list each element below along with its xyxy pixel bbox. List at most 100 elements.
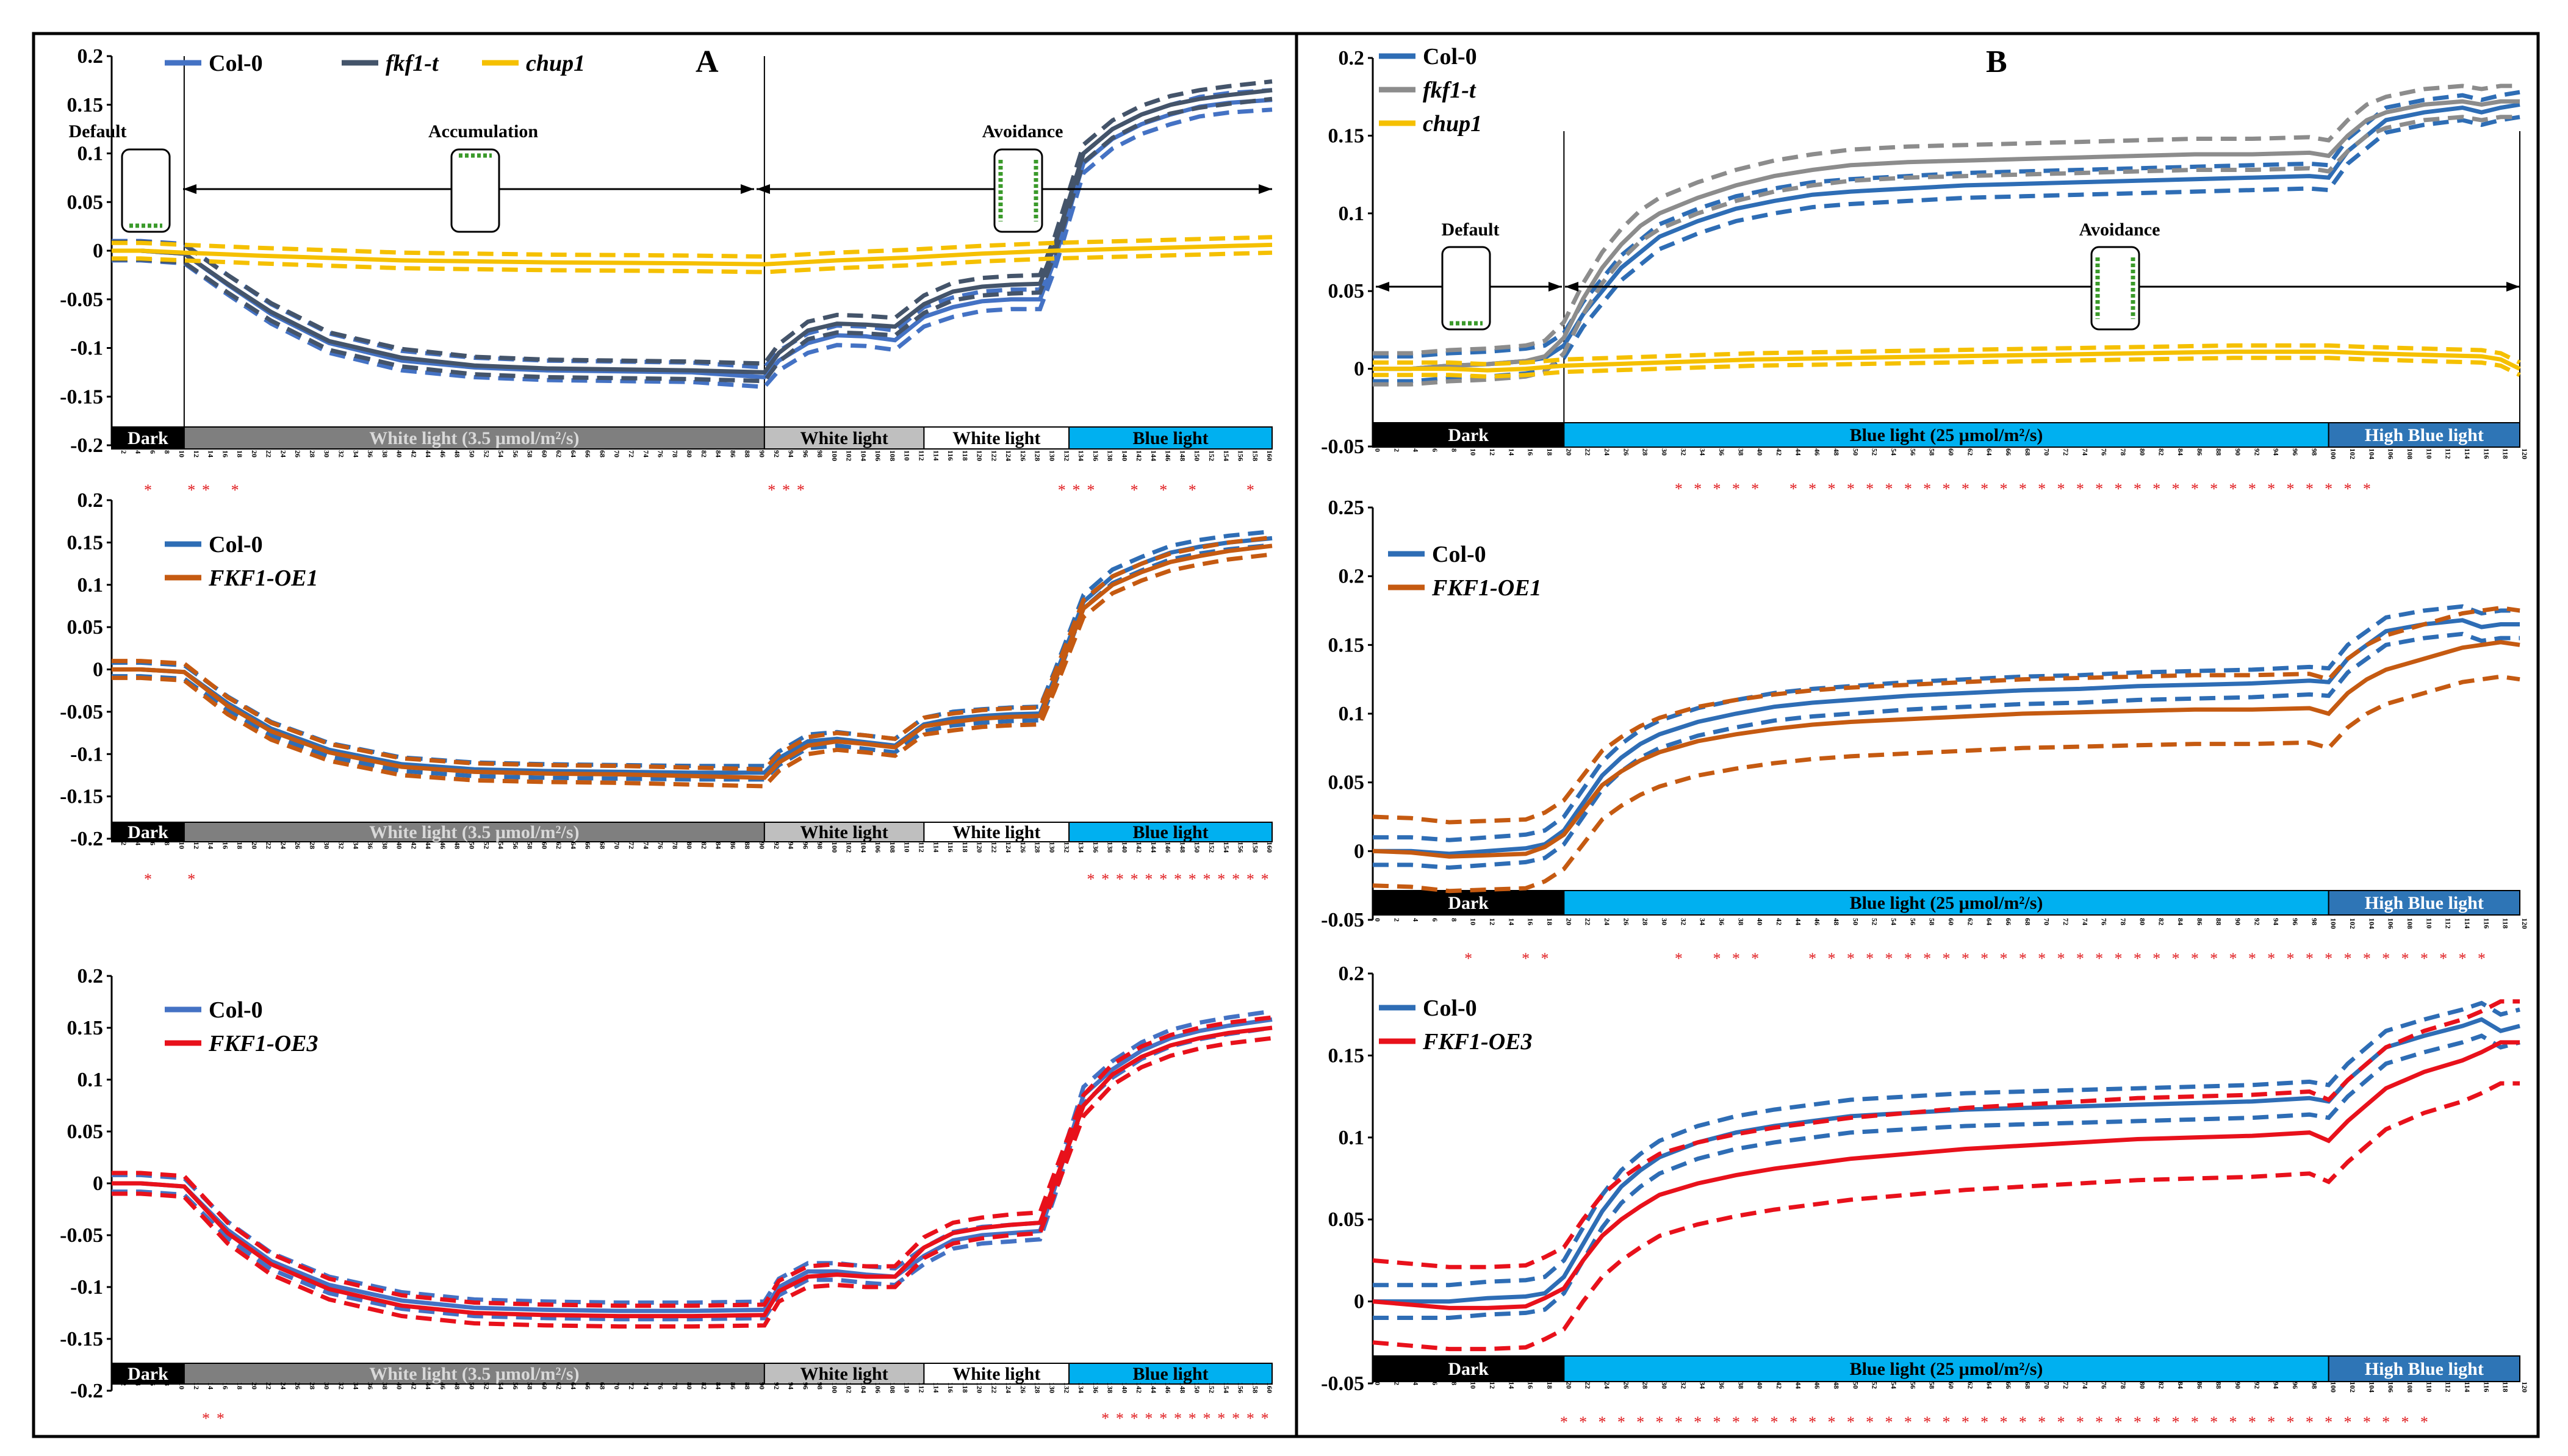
x-tick-label: 52 [1871, 1382, 1879, 1389]
significance-star: * [1713, 1413, 1721, 1431]
x-tick-label: 148 [1178, 1382, 1187, 1393]
light-band [183, 822, 765, 842]
x-tick-label: 82 [700, 842, 708, 849]
significance-star: * [2306, 950, 2314, 967]
x-tick-label: 18 [1545, 1382, 1554, 1389]
x-tick-label: 118 [961, 842, 969, 852]
x-tick-label: 30 [1660, 1382, 1669, 1389]
significance-star: * [1087, 870, 1095, 888]
y-tick-label: 0.05 [67, 1121, 104, 1143]
x-tick-label: 70 [613, 842, 621, 849]
significance-star: * [2153, 950, 2160, 967]
significance-star: * [1923, 1413, 1931, 1431]
y-tick-label: -0.05 [60, 701, 103, 723]
x-tick-label: 0 [1373, 1382, 1382, 1385]
significance-star: * [1246, 870, 1254, 888]
x-tick-label: 92 [772, 1382, 781, 1390]
x-tick-label: 130 [1048, 1382, 1056, 1393]
y-tick-label: 0.1 [77, 143, 104, 165]
x-tick-label: 14 [1507, 918, 1516, 925]
x-tick-label: 4 [1412, 918, 1420, 922]
x-tick-label: 112 [2444, 1382, 2453, 1392]
x-tick-label: 54 [1890, 918, 1898, 925]
x-tick-label: 136 [1092, 450, 1100, 461]
x-tick-label: 56 [511, 1382, 520, 1390]
significance-star: * [1579, 1413, 1587, 1431]
x-tick-label: 68 [2023, 918, 2032, 925]
x-tick-label: 114 [932, 842, 940, 852]
significance-star: * [1189, 870, 1196, 888]
significance-star: * [187, 870, 195, 888]
x-tick-label: 60 [540, 842, 548, 849]
significance-star: * [1560, 1413, 1568, 1431]
x-tick-label: 4 [1412, 448, 1420, 452]
x-tick-label: 42 [1775, 918, 1783, 925]
significance-star: * [2095, 1413, 2103, 1431]
light-band [1068, 822, 1273, 842]
annot-accumulation-cell [450, 148, 500, 233]
x-tick-label: 110 [2425, 448, 2433, 459]
significance-star: * [2248, 480, 2256, 498]
x-tick-label: 104 [2367, 918, 2376, 929]
x-tick-label: 128 [1034, 1382, 1042, 1393]
significance-star: * [1116, 870, 1124, 888]
series-upper-bound [1373, 343, 2521, 367]
x-tick-label: 54 [1890, 448, 1898, 456]
x-tick-label: 20 [1564, 448, 1573, 456]
x-tick-label: 88 [2215, 1382, 2223, 1389]
significance-star: * [1203, 1410, 1211, 1427]
x-tick-label: 28 [1641, 918, 1650, 925]
significance-star: * [2382, 1413, 2390, 1431]
x-tick-label: 74 [2081, 1382, 2089, 1389]
annot-default-label-b: Default [1442, 220, 1500, 240]
x-tick-label: 96 [801, 450, 810, 457]
annot-avoidance-cell-b [2090, 246, 2140, 331]
x-tick-label: 42 [409, 1382, 418, 1390]
x-tick-label: 96 [801, 1382, 810, 1390]
significance-star: * [1189, 481, 1196, 499]
significance-star: * [1232, 870, 1240, 888]
series-upper-bound [1372, 605, 2520, 825]
series-line [112, 1017, 1273, 1313]
significance-star: * [1847, 950, 1855, 967]
x-tick-label: 20 [1564, 1382, 1573, 1389]
y-tick-label: 0.1 [1339, 203, 1365, 225]
x-tick-label: 140 [1120, 842, 1129, 853]
significance-star: * [1131, 481, 1138, 499]
significance-star: * [1980, 1413, 1988, 1431]
x-tick-label: 72 [2062, 1382, 2070, 1389]
x-tick-label: 6 [148, 1382, 157, 1386]
x-tick-label: 34 [351, 450, 360, 457]
x-tick-label: 2 [120, 842, 128, 845]
x-tick-label: 44 [1794, 1382, 1802, 1389]
x-tick-label: 38 [381, 1382, 389, 1390]
series-lower-bound [1372, 1081, 2520, 1352]
significance-star: * [1261, 870, 1269, 888]
legend-label: Col-0 [1423, 44, 1477, 70]
significance-star: * [2057, 950, 2065, 967]
significance-star: * [1217, 870, 1225, 888]
significance-star: * [1145, 870, 1153, 888]
y-tick-label: -0.1 [70, 743, 103, 766]
significance-star: * [1073, 481, 1081, 499]
light-band-label: Blue light (25 μmol/m²/s) [1850, 1359, 2043, 1379]
significance-star: * [2191, 950, 2199, 967]
x-tick-label: 132 [1062, 1382, 1071, 1393]
x-tick-label: 46 [439, 1382, 447, 1390]
x-tick-label: 138 [1106, 842, 1115, 853]
x-tick-label: 18 [236, 450, 244, 457]
x-tick-label: 56 [511, 450, 520, 457]
light-band-label: White light [800, 822, 888, 842]
significance-star: * [2229, 1413, 2237, 1431]
series-line [112, 1025, 1273, 1319]
y-tick-label: 0 [93, 659, 103, 681]
x-tick-label: 8 [163, 1382, 171, 1386]
x-tick-label: 0 [1373, 918, 1382, 922]
significance-star: * [2210, 1413, 2218, 1431]
x-tick-label: 124 [1004, 1382, 1013, 1393]
x-tick-label: 110 [903, 1382, 912, 1393]
x-tick-label: 86 [728, 1382, 737, 1390]
x-tick-label: 86 [2195, 918, 2204, 925]
significance-star: * [1962, 950, 1969, 967]
light-band [183, 426, 765, 450]
